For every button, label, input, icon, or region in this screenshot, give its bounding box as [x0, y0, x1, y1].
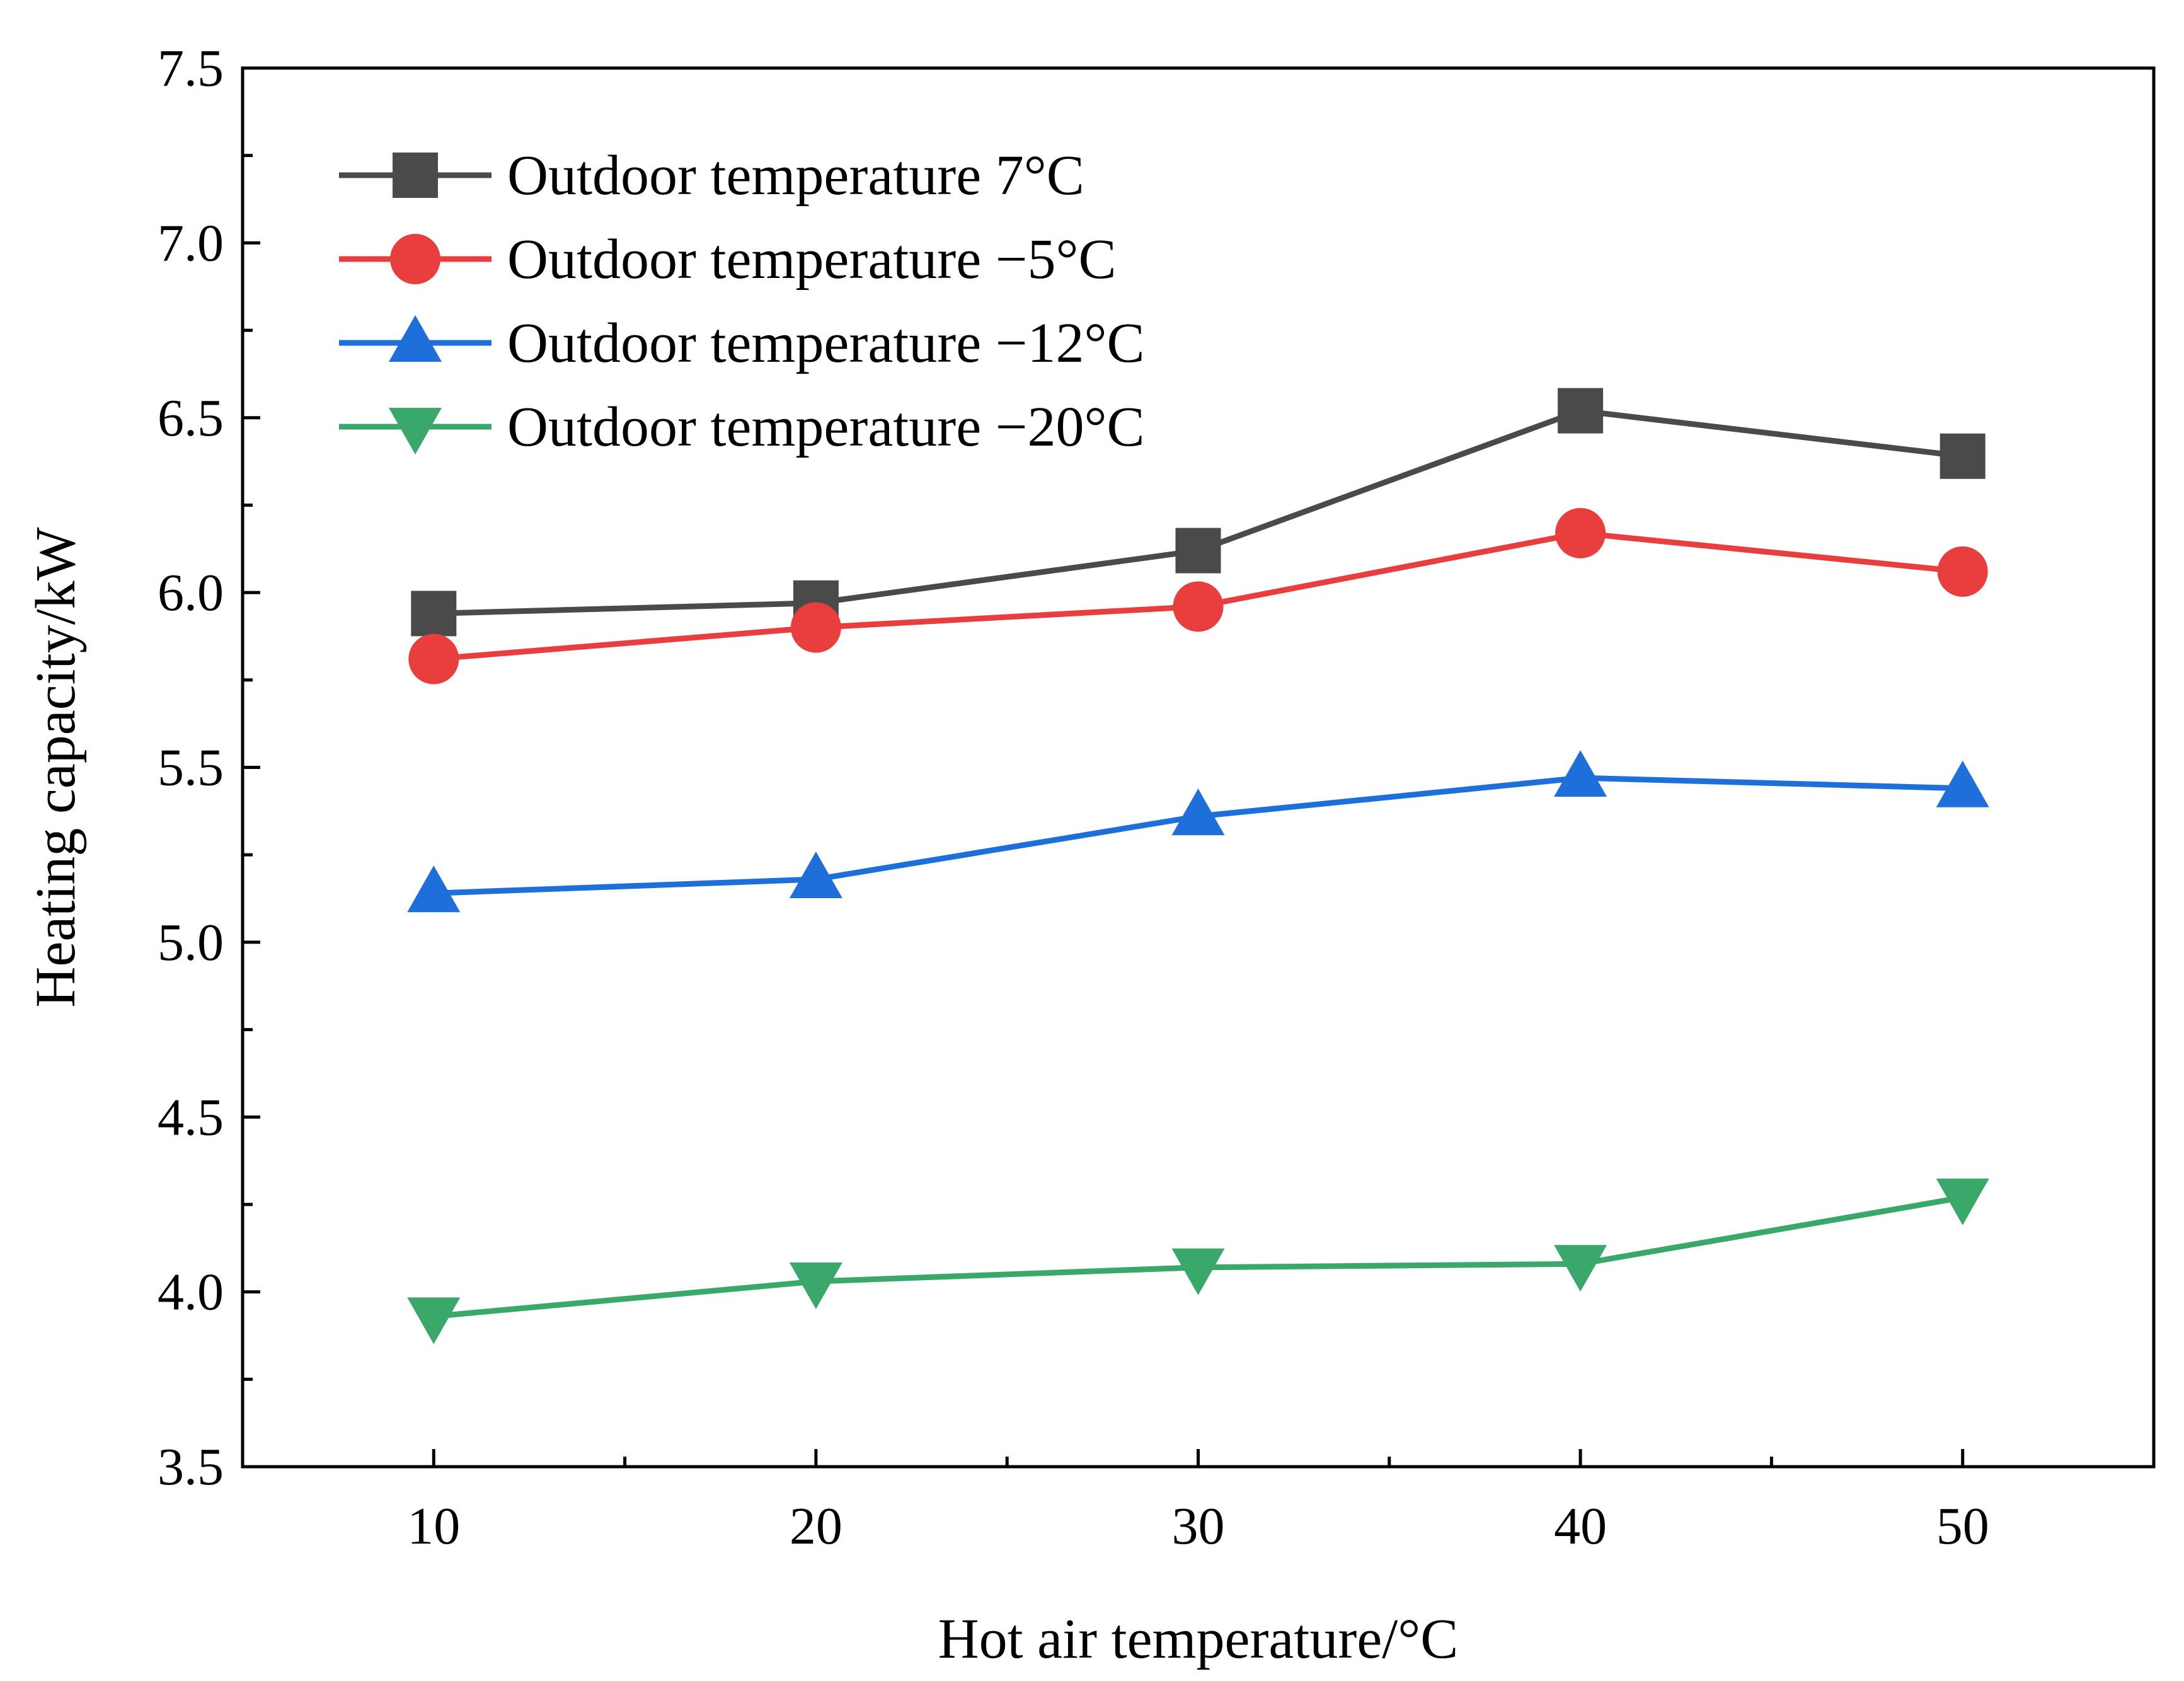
series-2	[407, 750, 1989, 913]
x-tick-label: 20	[790, 1497, 842, 1556]
data-point	[1554, 750, 1607, 797]
series-3	[407, 1178, 1989, 1344]
y-tick-label: 4.0	[158, 1263, 224, 1322]
legend-marker	[393, 153, 438, 198]
data-point	[1937, 546, 1988, 597]
data-point	[790, 602, 841, 653]
data-point	[1936, 760, 1989, 807]
data-point	[1940, 433, 1986, 479]
x-tick-label: 10	[407, 1497, 460, 1556]
x-tick-label: 30	[1172, 1497, 1225, 1556]
axes: 3.5 4.0 4.5 5.0 5.5 6.0 6.5 7.0 7.5 10 20 30 40 50	[158, 39, 2156, 1556]
data-point	[1936, 1178, 1989, 1225]
data-point	[789, 852, 842, 899]
legend-label: Outdoor temperature −5°C	[507, 228, 1117, 291]
plot-series	[407, 388, 1989, 1344]
y-tick-label: 5.5	[158, 739, 224, 797]
legend-item-2: Outdoor temperature −12°C	[339, 312, 1145, 374]
data-point	[789, 1262, 842, 1309]
legend-marker	[390, 234, 440, 284]
data-point	[407, 1297, 461, 1344]
x-tick-label: 40	[1554, 1497, 1607, 1556]
legend: Outdoor temperature 7°C Outdoor temperatu…	[339, 144, 1145, 458]
data-point	[1171, 1248, 1225, 1295]
legend-marker	[389, 315, 442, 362]
y-tick-label: 7.0	[158, 214, 224, 272]
data-point	[1175, 528, 1221, 574]
y-tick-label: 5.0	[158, 913, 224, 972]
data-point	[411, 591, 457, 637]
y-tick-label: 6.5	[158, 389, 224, 448]
data-point	[1171, 789, 1225, 836]
legend-item-3: Outdoor temperature −20°C	[339, 396, 1145, 458]
legend-label: Outdoor temperature 7°C	[507, 144, 1084, 207]
legend-marker	[389, 408, 442, 454]
data-point	[1558, 388, 1604, 434]
y-axis-title: Heating capacity/kW	[25, 527, 87, 1007]
data-point	[1173, 581, 1224, 632]
data-point	[1554, 1245, 1607, 1292]
series-1	[408, 507, 1988, 685]
y-tick-label: 4.5	[158, 1088, 224, 1147]
data-point	[1555, 507, 1606, 558]
y-tick-label: 6.0	[158, 563, 224, 622]
x-tick-label: 50	[1936, 1497, 1989, 1556]
legend-label: Outdoor temperature −20°C	[507, 396, 1145, 458]
legend-item-0: Outdoor temperature 7°C	[339, 144, 1084, 207]
data-point	[407, 865, 461, 913]
y-tick-label: 7.5	[158, 39, 224, 98]
y-tick-label: 3.5	[158, 1438, 224, 1496]
x-axis-title: Hot air temperature/°C	[938, 1608, 1459, 1670]
data-point	[408, 633, 459, 685]
legend-label: Outdoor temperature −12°C	[507, 312, 1145, 374]
series-0	[411, 388, 1986, 637]
legend-item-1: Outdoor temperature −5°C	[339, 228, 1117, 291]
